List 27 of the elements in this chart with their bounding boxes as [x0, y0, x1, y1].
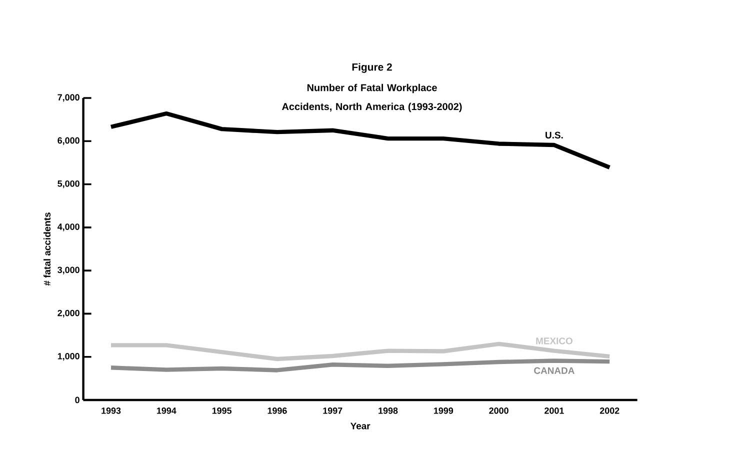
x-tick-label: 2000: [489, 408, 508, 414]
chart-subtitle: Number of Fatal Workplace Accidents, North America (1993-2002): [282, 84, 462, 112]
x-tick-label: 2001: [544, 408, 564, 414]
y-tick-label: 5,000: [58, 180, 80, 188]
x-tick-label: 2002: [600, 408, 620, 414]
x-tick-label: 1995: [212, 408, 232, 414]
chart-title: Figure 2: [352, 63, 392, 73]
series-label: U.S.: [546, 132, 563, 138]
x-tick-label: 1994: [157, 408, 176, 414]
x-axis-title: Year: [350, 422, 370, 430]
y-tick-label: 1,000: [58, 353, 80, 361]
y-tick-label: 6,000: [58, 137, 80, 145]
x-tick-label: 1998: [378, 408, 398, 414]
y-tick-label: 0: [75, 396, 80, 404]
x-tick-label: 1999: [434, 408, 454, 414]
y-tick-label: 3,000: [58, 266, 80, 274]
series-label: MEXICO: [536, 338, 572, 344]
y-tick-label: 7,000: [58, 94, 80, 102]
y-tick-label: 4,000: [57, 224, 80, 232]
line-series: [108, 358, 612, 372]
y-axis-title: # fatal accidents: [44, 212, 51, 286]
x-tick-label: 1996: [268, 408, 287, 414]
series-label: CANADA: [534, 367, 574, 374]
line-series: [108, 111, 612, 170]
y-tick-label: 2,000: [58, 310, 80, 318]
x-tick-label: 1993: [102, 408, 121, 414]
x-tick-label: 1997: [323, 408, 342, 414]
